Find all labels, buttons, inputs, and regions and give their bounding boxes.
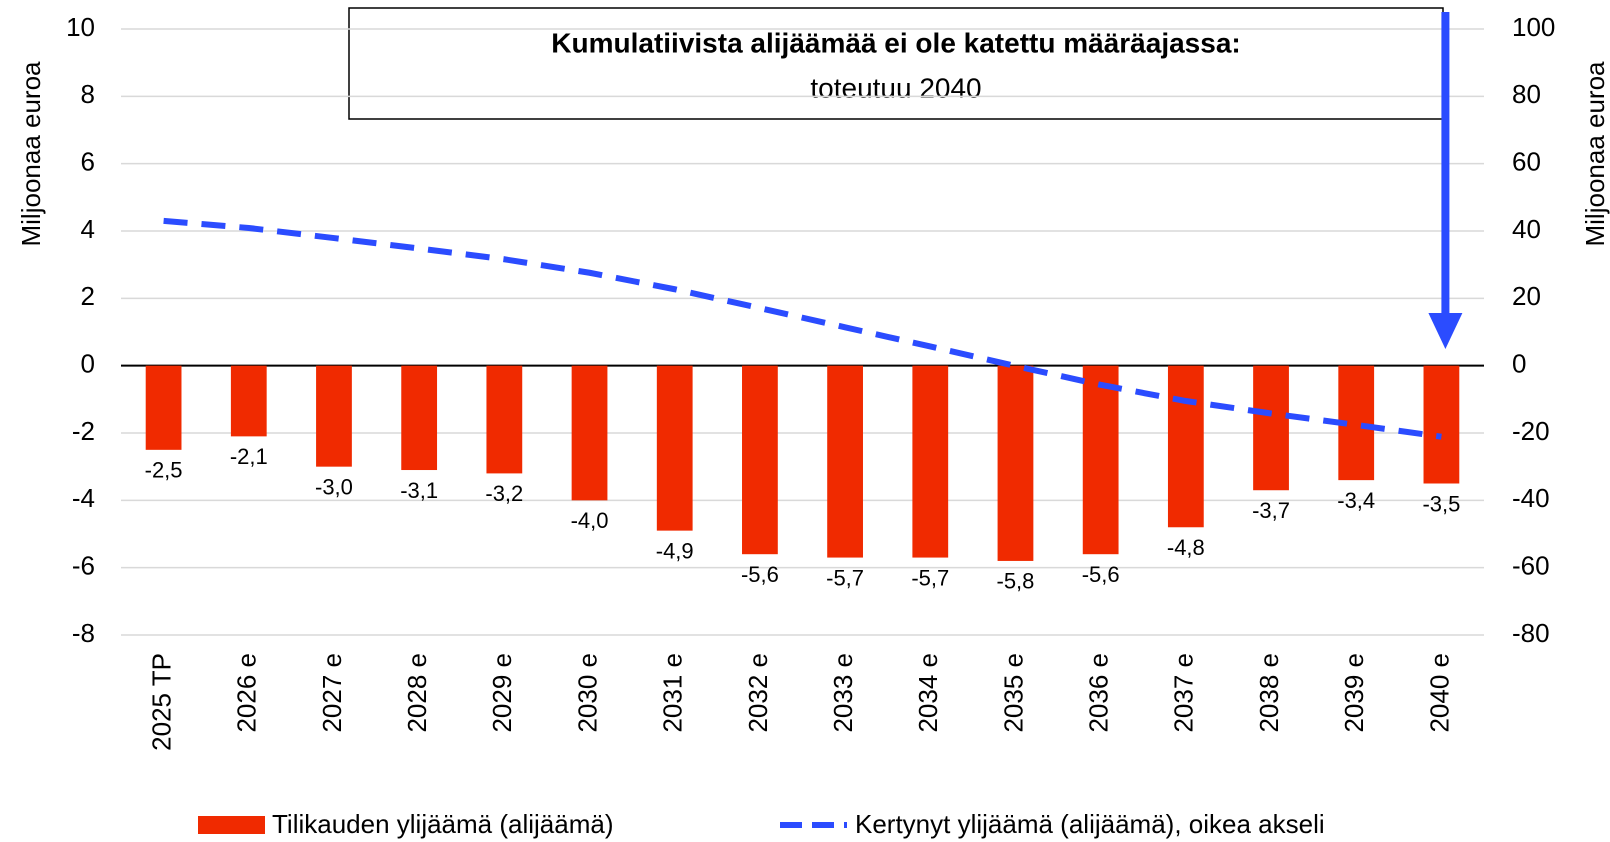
x-tick-label: 2035 e: [998, 653, 1028, 733]
x-tick-label: 2038 e: [1254, 653, 1284, 733]
value-label: -5,6: [1082, 562, 1120, 587]
annotation-title: Kumulatiivista alijäämää ei ole katettu …: [551, 27, 1240, 58]
bar: [656, 365, 693, 531]
y2-tick-label: 20: [1512, 281, 1541, 311]
bar: [1167, 365, 1204, 528]
y2-tick-label: 0: [1512, 349, 1526, 379]
value-label: -3,0: [315, 474, 353, 499]
x-tick-label: 2040 e: [1424, 653, 1454, 733]
y2-axis-label: Miljoonaa euroa: [1580, 61, 1610, 247]
value-label: -5,6: [741, 562, 779, 587]
y-tick-label: 0: [81, 349, 95, 379]
value-label: -2,1: [230, 444, 268, 469]
x-tick-label: 2029 e: [487, 653, 517, 733]
bar: [1082, 365, 1119, 555]
y2-tick-label: -20: [1512, 416, 1550, 446]
annotation-text: toteutuu 2040: [810, 72, 981, 103]
value-label: -5,7: [826, 565, 864, 590]
y2-tick-label: -80: [1512, 618, 1550, 648]
value-label: -5,7: [911, 565, 949, 590]
x-tick-label: 2033 e: [828, 653, 858, 733]
bar: [571, 365, 608, 501]
y-tick-label: -6: [72, 551, 95, 581]
legend-label: Kertynyt ylijäämä (alijäämä), oikea akse…: [855, 809, 1325, 839]
x-tick-label: 2027 e: [317, 653, 347, 733]
value-label: -4,8: [1167, 535, 1205, 560]
value-label: -5,8: [997, 569, 1035, 594]
bar: [230, 365, 267, 437]
x-tick-label: 2025 TP: [146, 653, 176, 751]
bar: [912, 365, 949, 558]
y-tick-label: 10: [66, 12, 95, 42]
arrow-head: [1428, 313, 1463, 349]
bar: [1423, 365, 1460, 484]
y-tick-label: -4: [72, 483, 95, 513]
y2-tick-label: 60: [1512, 147, 1541, 177]
bar: [486, 365, 523, 474]
y-tick-label: -2: [72, 416, 95, 446]
y2-tick-label: -40: [1512, 483, 1550, 513]
y2-tick-label: 40: [1512, 214, 1541, 244]
bar: [827, 365, 863, 558]
x-tick-label: 2037 e: [1169, 653, 1199, 733]
value-label: -4,0: [571, 508, 609, 533]
y2-tick-label: -60: [1512, 551, 1550, 581]
y-tick-label: 2: [81, 281, 95, 311]
value-label: -2,5: [145, 458, 183, 483]
x-tick-label: 2026 e: [232, 653, 262, 733]
y-axis-label: Miljoonaa euroa: [16, 61, 46, 247]
value-label: -3,4: [1337, 488, 1375, 513]
bar: [742, 365, 778, 555]
value-label: -3,2: [485, 481, 523, 506]
y-tick-label: 6: [81, 147, 95, 177]
legend-label: Tilikauden ylijäämä (alijäämä): [272, 809, 614, 839]
x-tick-label: 2032 e: [743, 653, 773, 733]
x-tick-label: 2034 e: [913, 653, 943, 733]
x-tick-label: 2028 e: [402, 653, 432, 733]
value-label: -3,7: [1252, 498, 1290, 523]
annotation-box: [348, 7, 1444, 120]
bar: [145, 365, 182, 450]
bar: [401, 365, 438, 471]
x-tick-label: 2030 e: [572, 653, 602, 733]
bar: [316, 365, 352, 467]
value-label: -3,1: [400, 478, 438, 503]
value-label: -4,9: [656, 538, 694, 563]
y2-tick-label: 100: [1512, 12, 1555, 42]
y-tick-label: 8: [81, 79, 95, 109]
line: [163, 217, 1442, 440]
x-tick-label: 2039 e: [1339, 653, 1369, 733]
value-label: -3,5: [1422, 491, 1460, 516]
y-tick-label: 4: [81, 214, 95, 244]
bar: [1253, 365, 1289, 491]
y2-tick-label: 80: [1512, 79, 1541, 109]
legend-swatch: [198, 816, 265, 834]
x-tick-label: 2031 e: [658, 653, 688, 733]
x-tick-label: 2036 e: [1084, 653, 1114, 733]
bar: [997, 365, 1034, 561]
y-tick-label: -8: [72, 618, 95, 648]
